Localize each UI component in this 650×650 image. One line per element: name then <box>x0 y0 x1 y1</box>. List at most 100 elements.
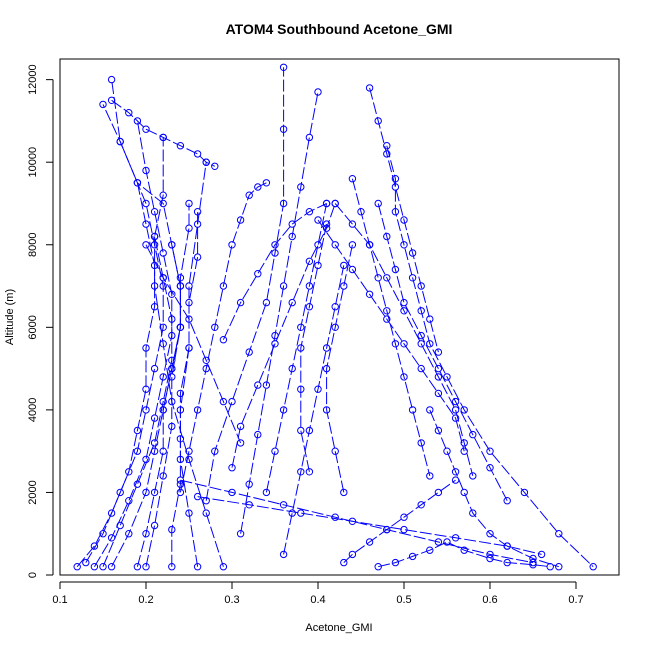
data-point <box>443 373 451 381</box>
data-point <box>460 447 468 455</box>
data-point <box>357 208 365 216</box>
data-point <box>408 406 417 414</box>
data-point <box>383 274 391 282</box>
y-tick-label: 0 <box>27 572 39 578</box>
profile-series <box>193 492 546 559</box>
data-point <box>279 406 288 414</box>
profile-series <box>142 199 193 571</box>
data-point <box>185 344 193 352</box>
data-point <box>331 303 339 311</box>
data-point <box>279 501 288 509</box>
data-point <box>426 340 434 348</box>
data-point <box>116 137 124 146</box>
data-point <box>374 117 382 125</box>
data-point <box>589 563 597 571</box>
data-point <box>288 220 296 228</box>
data-point <box>202 356 210 364</box>
data-point <box>245 348 253 356</box>
profile-series <box>168 208 202 571</box>
data-point <box>383 150 391 158</box>
data-point <box>262 488 271 497</box>
data-point <box>305 257 314 265</box>
data-point <box>331 513 339 521</box>
data-point <box>159 249 167 257</box>
data-point <box>331 241 339 249</box>
chart-title: ATOM4 Southbound Acetone_GMI <box>226 21 453 37</box>
data-point <box>288 364 296 373</box>
data-point <box>443 538 451 546</box>
data-point <box>262 381 271 389</box>
data-point <box>116 488 124 497</box>
data-point <box>348 220 357 228</box>
data-point <box>314 385 322 393</box>
data-point <box>176 455 185 464</box>
data-point <box>245 480 253 488</box>
data-point <box>228 464 236 472</box>
data-point <box>279 125 288 133</box>
data-point <box>417 439 425 447</box>
data-series-layer <box>73 63 597 571</box>
series-line <box>145 203 190 567</box>
data-point <box>434 364 443 373</box>
data-point <box>159 472 167 480</box>
series-line <box>300 223 328 472</box>
series-line <box>179 162 207 567</box>
data-point <box>159 340 167 348</box>
data-point <box>322 364 331 373</box>
data-point <box>383 232 391 241</box>
data-point <box>408 552 417 561</box>
data-point <box>133 563 142 571</box>
data-point <box>417 501 425 509</box>
data-point <box>159 191 167 199</box>
data-point <box>116 521 124 530</box>
data-point <box>451 414 460 422</box>
data-point <box>297 385 305 393</box>
data-point <box>202 158 210 166</box>
x-tick-label: 0.7 <box>568 594 583 606</box>
data-point <box>193 563 202 571</box>
data-point <box>176 323 185 331</box>
data-point <box>219 563 228 571</box>
profile-series <box>219 199 331 344</box>
data-point <box>142 406 150 414</box>
data-point <box>176 406 185 414</box>
profile-series <box>383 142 597 571</box>
data-point <box>133 117 142 125</box>
data-point <box>236 530 245 538</box>
profile-series <box>202 63 288 505</box>
data-point <box>133 426 142 435</box>
data-point <box>417 307 425 315</box>
data-point <box>400 513 408 521</box>
data-point <box>305 303 314 311</box>
data-point <box>90 542 99 550</box>
data-point <box>271 241 279 249</box>
data-point <box>434 373 443 381</box>
data-point <box>486 550 494 559</box>
data-point <box>391 265 400 274</box>
data-point <box>451 397 460 406</box>
data-point <box>537 550 546 559</box>
data-point <box>159 373 167 381</box>
series-line <box>369 87 439 353</box>
data-point <box>365 290 374 298</box>
data-point <box>529 558 537 567</box>
data-point <box>99 563 107 571</box>
series-line <box>102 137 173 567</box>
data-point <box>228 241 236 249</box>
x-axis: 0.1 0.2 0.3 0.4 0.5 0.6 0.7 <box>52 581 584 606</box>
data-point <box>150 208 159 216</box>
data-point <box>297 323 305 331</box>
data-point <box>426 406 434 414</box>
data-point <box>142 166 150 175</box>
series-line <box>240 91 319 534</box>
data-point <box>125 109 133 117</box>
data-point <box>176 476 185 484</box>
data-point <box>383 315 391 323</box>
profile-series <box>176 476 537 567</box>
series-line <box>265 203 328 493</box>
data-point <box>297 468 305 476</box>
data-point <box>322 220 331 228</box>
profile-series <box>82 100 167 567</box>
data-point <box>469 509 477 517</box>
profile-series <box>374 199 511 505</box>
